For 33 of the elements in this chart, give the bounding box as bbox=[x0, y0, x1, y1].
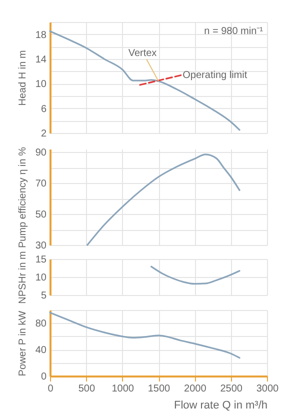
line-series bbox=[86, 154, 240, 246]
y-axis-title: Head H in m bbox=[17, 50, 28, 106]
x-tick-label: 0 bbox=[48, 384, 54, 394]
y-tick-label: 2 bbox=[40, 128, 47, 140]
line-series bbox=[150, 266, 240, 285]
y-tick-label: 6 bbox=[40, 104, 47, 115]
y-tick-label: 80 bbox=[35, 318, 47, 330]
y-axis-title: NPSHr in m bbox=[17, 251, 28, 304]
annotation: Vertex bbox=[128, 48, 157, 60]
x-tick-label: 1500 bbox=[148, 384, 171, 394]
y-tick-label: 30 bbox=[35, 240, 47, 252]
x-tick-label: 1000 bbox=[112, 384, 134, 394]
x-tick-label: 500 bbox=[78, 384, 96, 394]
annotation: Operating limit bbox=[182, 70, 248, 82]
y-axis-title: Power P in kW bbox=[17, 310, 28, 376]
y-tick-label: 18 bbox=[35, 30, 47, 41]
y-tick-label: 50 bbox=[35, 210, 47, 221]
y-tick-label: 10 bbox=[35, 272, 47, 284]
y-axis-title: Pump efficiency η in % bbox=[17, 146, 28, 248]
x-tick-label: 2000 bbox=[184, 384, 207, 394]
y-tick-label: 10 bbox=[35, 79, 47, 90]
y-tick-label: 90 bbox=[35, 148, 47, 159]
y-tick-label: 40 bbox=[35, 345, 47, 356]
y-tick-label: 15 bbox=[35, 254, 47, 266]
annotation: n = 980 min⁻¹ bbox=[204, 26, 264, 37]
y-tick-label: 5 bbox=[40, 290, 47, 302]
x-tick-label: 3000 bbox=[256, 384, 280, 394]
x-tick-label: 2500 bbox=[220, 384, 243, 394]
line-series bbox=[49, 312, 240, 359]
y-tick-label: 0 bbox=[40, 372, 47, 382]
y-tick-label: 14 bbox=[35, 54, 47, 66]
y-tick-label: 70 bbox=[35, 178, 47, 190]
x-axis-title: Flow rate Q in m³/h bbox=[174, 400, 268, 412]
